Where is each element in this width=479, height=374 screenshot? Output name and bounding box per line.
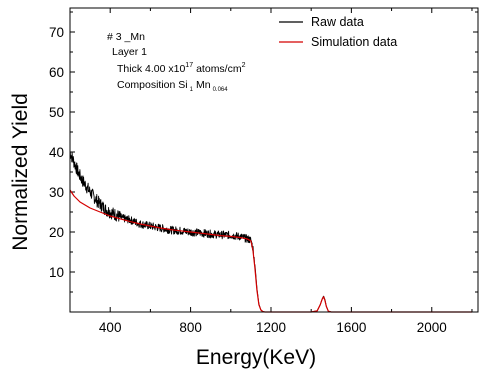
annotation-comp-prefix: Composition Si: [117, 79, 188, 91]
annotation-thick-prefix: Thick 4.00 x10: [117, 63, 185, 75]
annotation-thickness: Thick 4.00 x1017 atoms/cm2: [117, 62, 246, 75]
annotation-si-subscript: 1: [190, 87, 194, 93]
series-line-simulation-data: [69, 189, 472, 313]
x-tick-label: 400: [99, 320, 122, 335]
y-tick-label: 50: [49, 105, 64, 120]
plot-frame: [69, 7, 479, 313]
y-tick-label: 60: [49, 65, 64, 80]
legend: Raw data Simulation data: [279, 15, 397, 49]
x-tick-label: 2000: [417, 320, 447, 335]
annotation-layer: Layer 1: [112, 46, 147, 58]
sample-annotation: # 3 _Mn Layer 1 Thick 4.00 x1017 atoms/cm…: [107, 31, 246, 93]
annotation-thick-unit: atoms/cm: [196, 63, 242, 75]
x-tick-label: 1600: [336, 320, 366, 335]
legend-label-simulation-data: Simulation data: [311, 35, 397, 49]
axis-ticks: 400 800 1200 1600 2000 10 20 30 40 50 60 70: [49, 8, 478, 335]
annotation-thick-exponent: 17: [185, 62, 193, 69]
annotation-mn-subscript: 0.064: [213, 87, 229, 93]
y-tick-label: 20: [49, 225, 64, 240]
y-tick-label: 40: [49, 145, 64, 160]
y-tick-label: 30: [49, 185, 64, 200]
y-axis-title: Normalized Yield: [9, 93, 32, 251]
annotation-sample: # 3 _Mn: [107, 31, 145, 43]
x-axis-title: Energy(KeV): [196, 346, 316, 369]
legend-label-raw-data: Raw data: [311, 15, 364, 29]
y-tick-label: 70: [49, 25, 64, 40]
y-tick-label: 10: [49, 265, 64, 280]
annotation-composition: Composition Si 1 Mn 0.064: [117, 79, 228, 93]
annotation-thick-unit-exponent: 2: [242, 62, 246, 69]
x-tick-label: 1200: [256, 320, 286, 335]
x-tick-label: 800: [179, 320, 202, 335]
annotation-comp-mn: Mn: [196, 79, 211, 91]
